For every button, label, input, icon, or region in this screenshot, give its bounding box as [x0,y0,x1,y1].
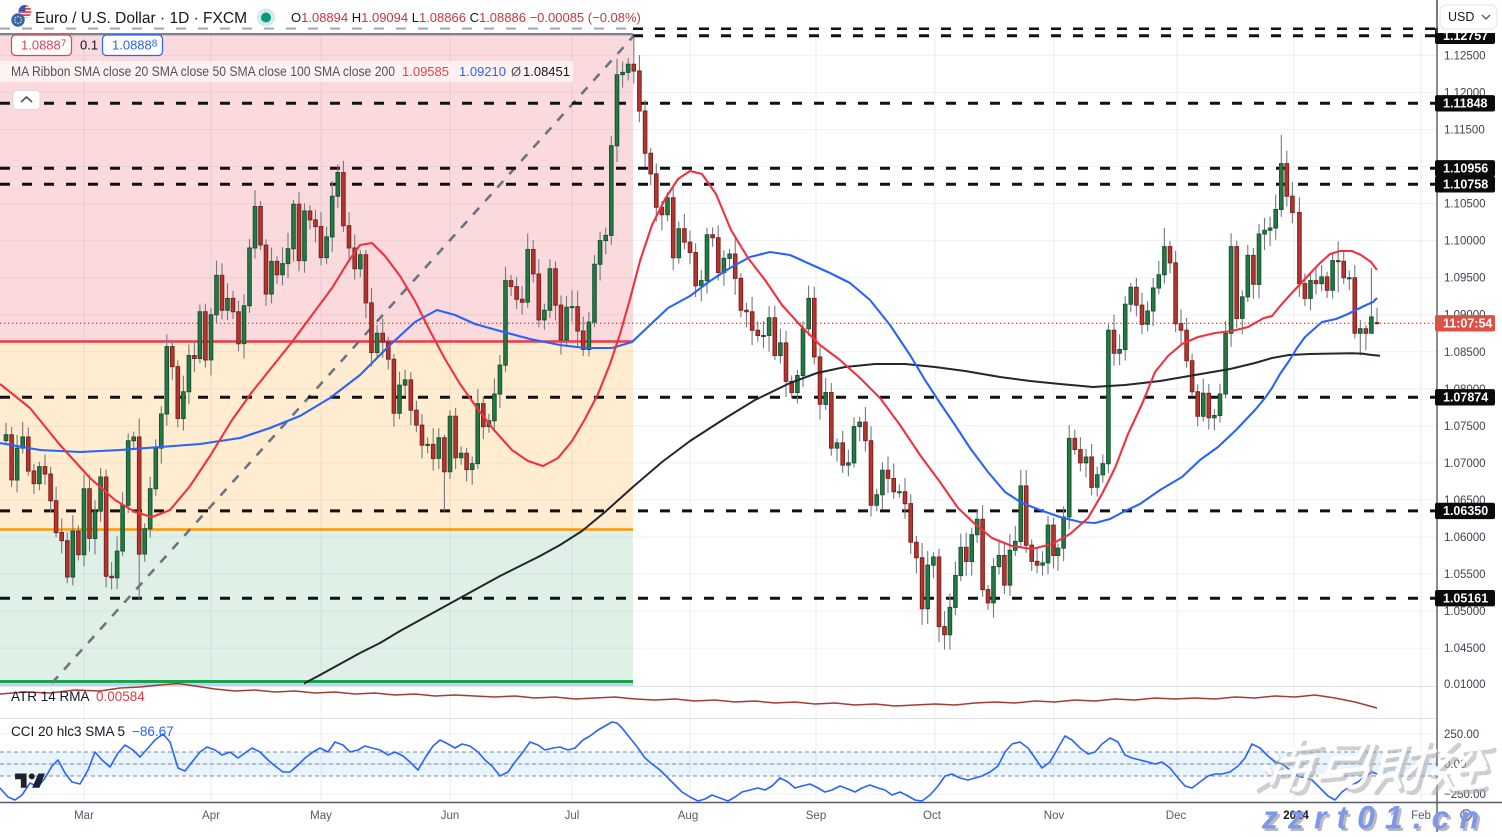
svg-text:1.08887: 1.08887 [21,38,67,53]
svg-text:Jun: Jun [441,810,460,822]
svg-text:1.04500: 1.04500 [1444,643,1486,655]
svg-text:0.1: 0.1 [80,38,98,53]
svg-text:Dec: Dec [1166,810,1187,822]
svg-text:1.10500: 1.10500 [1444,199,1486,211]
svg-text:Oct: Oct [923,810,942,822]
svg-text:Feb: Feb [1411,810,1431,822]
svg-text:1.07874: 1.07874 [1443,391,1488,405]
svg-text:May: May [310,810,332,822]
svg-text:Nov: Nov [1044,810,1065,822]
svg-text:zzrt01.cn: zzrt01.cn [1264,802,1492,832]
svg-text:0.01000: 0.01000 [1444,679,1486,691]
svg-text:250.00: 250.00 [1444,729,1479,741]
svg-text:1.08888: 1.08888 [112,38,158,53]
svg-text:1.06350: 1.06350 [1443,504,1488,518]
svg-text:2024: 2024 [1283,810,1309,822]
svg-text:Ø: Ø [511,64,521,79]
svg-text:1.09210: 1.09210 [459,64,506,79]
svg-text:Sep: Sep [806,810,826,822]
svg-text:1.12500: 1.12500 [1444,50,1486,62]
svg-text:0.00584: 0.00584 [96,689,145,704]
svg-text:1.06000: 1.06000 [1444,532,1486,544]
svg-text:1.07000: 1.07000 [1444,458,1486,470]
svg-text:Mar: Mar [74,810,94,822]
svg-text:1.09500: 1.09500 [1444,273,1486,285]
svg-text:ATR 14 RMA: ATR 14 RMA [11,689,90,704]
svg-text:Aug: Aug [678,810,698,822]
svg-text:1.10758: 1.10758 [1443,178,1488,192]
svg-text:1.08500: 1.08500 [1444,347,1486,359]
svg-text:1.10000: 1.10000 [1444,236,1486,248]
svg-text:zzrt01.cn: zzrt01.cn [1261,800,1489,833]
svg-text:1.05000: 1.05000 [1444,606,1486,618]
svg-text:Jul: Jul [565,810,580,822]
svg-text:1.08451: 1.08451 [523,64,570,79]
svg-text:Apr: Apr [202,810,220,822]
svg-text:1.09585: 1.09585 [402,64,449,79]
svg-text:1.05161: 1.05161 [1443,592,1488,606]
svg-text:O1.08894 H1.09094 L1.08866 C1.: O1.08894 H1.09094 L1.08866 C1.08886 −0.0… [291,10,641,25]
svg-text:−86.67: −86.67 [132,724,174,739]
svg-text:1.05500: 1.05500 [1444,569,1486,581]
svg-text:11:07:54: 11:07:54 [1443,317,1492,331]
svg-text:Euro / U.S. Dollar · 1D · FXCM: Euro / U.S. Dollar · 1D · FXCM [35,10,247,27]
svg-text:MA Ribbon SMA close 20 SMA clo: MA Ribbon SMA close 20 SMA close 50 SMA … [11,64,395,79]
svg-text:CCI 20 hlc3 SMA 5: CCI 20 hlc3 SMA 5 [11,724,125,739]
svg-text:USD: USD [1448,10,1474,24]
svg-text:1.11848: 1.11848 [1443,97,1488,111]
svg-text:1.10956: 1.10956 [1443,162,1488,176]
svg-text:1.07500: 1.07500 [1444,421,1486,433]
svg-text:1.11500: 1.11500 [1444,125,1485,137]
